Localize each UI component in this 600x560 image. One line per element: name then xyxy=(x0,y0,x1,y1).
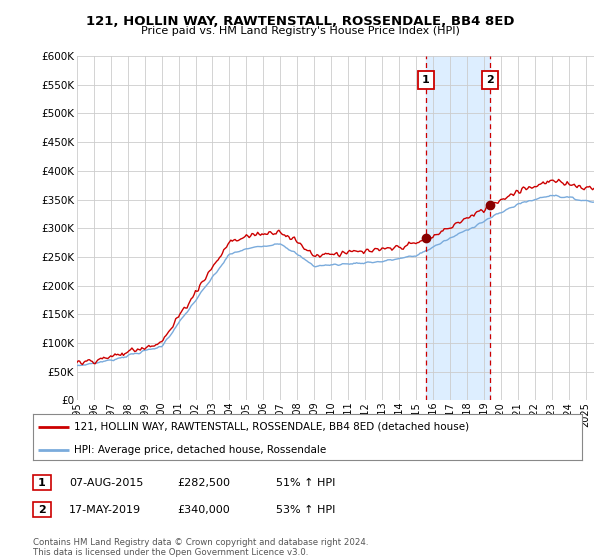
Text: 53% ↑ HPI: 53% ↑ HPI xyxy=(276,505,335,515)
Bar xyxy=(426,56,490,400)
Text: HPI: Average price, detached house, Rossendale: HPI: Average price, detached house, Ross… xyxy=(74,445,326,455)
Text: 121, HOLLIN WAY, RAWTENSTALL, ROSSENDALE, BB4 8ED: 121, HOLLIN WAY, RAWTENSTALL, ROSSENDALE… xyxy=(86,15,514,28)
Text: 2: 2 xyxy=(38,505,46,515)
Text: £340,000: £340,000 xyxy=(177,505,230,515)
Text: 51% ↑ HPI: 51% ↑ HPI xyxy=(276,478,335,488)
Text: 17-MAY-2019: 17-MAY-2019 xyxy=(69,505,141,515)
Text: 121, HOLLIN WAY, RAWTENSTALL, ROSSENDALE, BB4 8ED (detached house): 121, HOLLIN WAY, RAWTENSTALL, ROSSENDALE… xyxy=(74,422,469,432)
Text: Contains HM Land Registry data © Crown copyright and database right 2024.
This d: Contains HM Land Registry data © Crown c… xyxy=(33,538,368,557)
Text: Price paid vs. HM Land Registry's House Price Index (HPI): Price paid vs. HM Land Registry's House … xyxy=(140,26,460,36)
Text: 1: 1 xyxy=(422,75,430,85)
Text: £282,500: £282,500 xyxy=(177,478,230,488)
Text: 1: 1 xyxy=(38,478,46,488)
Text: 2: 2 xyxy=(486,75,494,85)
Text: 07-AUG-2015: 07-AUG-2015 xyxy=(69,478,143,488)
